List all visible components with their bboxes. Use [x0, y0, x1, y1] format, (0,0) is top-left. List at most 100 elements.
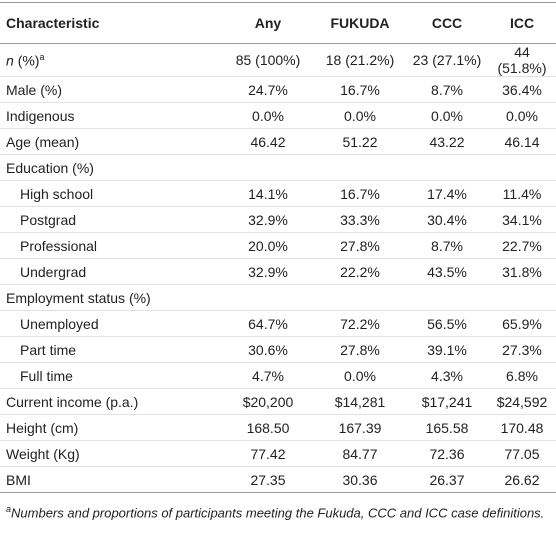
- cell: 36.4%: [488, 76, 556, 103]
- sub-row: High school 14.1% 16.7% 17.4% 11.4%: [0, 180, 556, 207]
- cell: 30.6%: [222, 336, 314, 363]
- column-header: CCC: [406, 2, 488, 44]
- table-row: Age (mean) 46.42 51.22 43.22 46.14: [0, 128, 556, 155]
- row-label: Undergrad: [0, 258, 222, 285]
- cell: 14.1%: [222, 180, 314, 207]
- cell: 39.1%: [406, 336, 488, 363]
- sub-row: Part time 30.6% 27.8% 39.1% 27.3%: [0, 336, 556, 363]
- column-header: ICC: [488, 2, 556, 44]
- empty-cell: [406, 154, 488, 181]
- cell: $14,281: [314, 388, 406, 415]
- empty-cell: [314, 284, 406, 311]
- row-label: Education (%): [0, 154, 222, 181]
- cell: 0.0%: [488, 102, 556, 129]
- cell: 77.42: [222, 440, 314, 467]
- row-label: Weight (Kg): [0, 440, 222, 467]
- row-label: Male (%): [0, 76, 222, 103]
- cell: 46.14: [488, 128, 556, 155]
- row-label: Employment status (%): [0, 284, 222, 311]
- footnote-mark: a: [6, 504, 12, 514]
- cell: 64.7%: [222, 310, 314, 337]
- cell: 44 (51.8%): [488, 43, 556, 77]
- cell: $24,592: [488, 388, 556, 415]
- cell: 32.9%: [222, 258, 314, 285]
- cell: 85 (100%): [222, 43, 314, 77]
- table-row: Current income (p.a.) $20,200 $14,281 $17,2…: [0, 388, 556, 415]
- cell: 22.2%: [314, 258, 406, 285]
- cell: 167.39: [314, 414, 406, 441]
- cell: 34.1%: [488, 206, 556, 233]
- row-label: Professional: [0, 232, 222, 259]
- table-row: BMI 27.35 30.36 26.37 26.62: [0, 466, 556, 493]
- row-label: Height (cm): [0, 414, 222, 441]
- table-row: Weight (Kg) 77.42 84.77 72.36 77.05: [0, 440, 556, 467]
- sub-row: Undergrad 32.9% 22.2% 43.5% 31.8%: [0, 258, 556, 285]
- data-table: Characteristic Any FUKUDA CCC ICC n (%)a 85 (…: [0, 2, 556, 493]
- row-label: Indigenous: [0, 102, 222, 129]
- row-label: n (%)a: [0, 43, 222, 77]
- cell: 22.7%: [488, 232, 556, 259]
- cell: 0.0%: [222, 102, 314, 129]
- empty-cell: [314, 154, 406, 181]
- cell: 27.8%: [314, 232, 406, 259]
- cell: 8.7%: [406, 76, 488, 103]
- cell: 16.7%: [314, 180, 406, 207]
- column-header: Characteristic: [0, 2, 222, 44]
- cell: 0.0%: [314, 102, 406, 129]
- row-label: Full time: [0, 362, 222, 389]
- cell: 72.36: [406, 440, 488, 467]
- table-row: n (%)a 85 (100%) 18 (21.2%) 23 (27.1%) 44 (5…: [0, 43, 556, 77]
- cell: 65.9%: [488, 310, 556, 337]
- footnote-text: Numbers and proportions of participants …: [11, 505, 545, 521]
- cell: 77.05: [488, 440, 556, 467]
- row-label: Unemployed: [0, 310, 222, 337]
- cell: 43.22: [406, 128, 488, 155]
- footnote: aNumbers and proportions of participants…: [0, 493, 556, 523]
- cell: 168.50: [222, 414, 314, 441]
- row-label: Age (mean): [0, 128, 222, 155]
- cell: $17,241: [406, 388, 488, 415]
- cell: 0.0%: [406, 102, 488, 129]
- row-label: Postgrad: [0, 206, 222, 233]
- row-label: Part time: [0, 336, 222, 363]
- cell: 32.9%: [222, 206, 314, 233]
- cell: 6.8%: [488, 362, 556, 389]
- note-mark: a: [39, 51, 45, 62]
- cell: 31.8%: [488, 258, 556, 285]
- column-header: Any: [222, 2, 314, 44]
- cell: 8.7%: [406, 232, 488, 259]
- cell: 51.22: [314, 128, 406, 155]
- cell: 33.3%: [314, 206, 406, 233]
- cell: $20,200: [222, 388, 314, 415]
- cell: 26.37: [406, 466, 488, 493]
- cell: 0.0%: [314, 362, 406, 389]
- cell: 72.2%: [314, 310, 406, 337]
- cell: 46.42: [222, 128, 314, 155]
- cell: 30.4%: [406, 206, 488, 233]
- cell: 27.3%: [488, 336, 556, 363]
- header-row: Characteristic Any FUKUDA CCC ICC: [0, 2, 556, 44]
- cell: 43.5%: [406, 258, 488, 285]
- row-label: Current income (p.a.): [0, 388, 222, 415]
- cell: 16.7%: [314, 76, 406, 103]
- group-row: Employment status (%): [0, 284, 556, 311]
- cell: 165.58: [406, 414, 488, 441]
- cell: 23 (27.1%): [406, 43, 488, 77]
- cell: 24.7%: [222, 76, 314, 103]
- empty-cell: [406, 284, 488, 311]
- cell: 20.0%: [222, 232, 314, 259]
- cell: 4.7%: [222, 362, 314, 389]
- cell: 4.3%: [406, 362, 488, 389]
- cell: 170.48: [488, 414, 556, 441]
- count-label: (%): [17, 52, 40, 69]
- cell: 84.77: [314, 440, 406, 467]
- cell: 17.4%: [406, 180, 488, 207]
- cell: 27.35: [222, 466, 314, 493]
- group-row: Education (%): [0, 154, 556, 181]
- table-body: n (%)a 85 (100%) 18 (21.2%) 23 (27.1%) 44 (5…: [0, 43, 556, 493]
- table-row: Indigenous 0.0% 0.0% 0.0% 0.0%: [0, 102, 556, 129]
- cell: 27.8%: [314, 336, 406, 363]
- count-symbol: n: [6, 52, 14, 69]
- row-label: High school: [0, 180, 222, 207]
